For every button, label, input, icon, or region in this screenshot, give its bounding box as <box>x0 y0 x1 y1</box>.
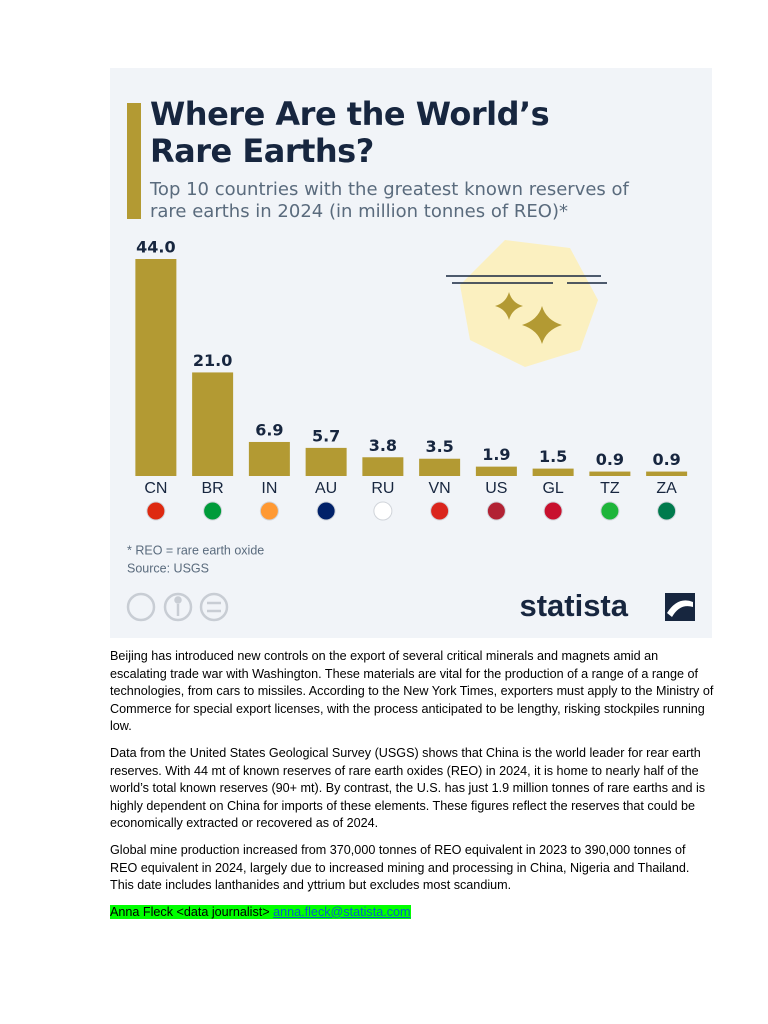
cc-icon <box>126 592 156 622</box>
decoration <box>446 240 607 367</box>
x-tick-label: BR <box>202 480 224 497</box>
bar <box>305 447 347 476</box>
bar <box>192 372 234 476</box>
x-tick-label: CN <box>144 480 167 497</box>
x-tick-label: IN <box>261 480 277 497</box>
x-tick-label: US <box>485 480 507 497</box>
document-body: Beijing has introduced new controls on t… <box>110 648 714 930</box>
flag <box>259 501 279 521</box>
x-tick-label: TZ <box>600 480 620 497</box>
flag <box>203 501 223 521</box>
value-label: 6.9 <box>255 420 283 439</box>
chart-title: Where Are the World’s Rare Earths? <box>150 95 550 170</box>
x-tick-label: ZA <box>656 480 677 497</box>
bar <box>248 441 290 476</box>
paragraph: Data from the United States Geological S… <box>110 745 706 831</box>
chart-subtitle: Top 10 countries with the greatest known… <box>150 179 629 222</box>
x-tick-label: RU <box>371 480 394 497</box>
title-accent <box>127 103 141 219</box>
flag <box>657 501 677 521</box>
nd-icon <box>199 592 229 622</box>
sparkle <box>522 306 562 344</box>
bar <box>419 458 461 476</box>
flag <box>486 501 506 521</box>
bar <box>589 471 631 476</box>
bar <box>646 471 688 476</box>
brand: statista <box>519 588 628 623</box>
value-label: 0.9 <box>652 450 680 469</box>
value-label: 0.9 <box>596 450 624 469</box>
value-label: 3.8 <box>369 436 397 455</box>
logo-wave <box>667 600 693 617</box>
author-line: Anna Fleck <data journalist> anna.fleck@… <box>110 904 714 922</box>
x-tick-label: GL <box>542 480 563 497</box>
email-link[interactable]: anna.fleck@statista.com <box>273 904 411 919</box>
author: Anna Fleck <data journalist> anna.fleck@… <box>110 904 411 919</box>
paragraph: Beijing has introduced new controls on t… <box>110 649 714 734</box>
flag <box>316 501 336 521</box>
footnote: * REO = rare earth oxide <box>127 543 264 557</box>
bar <box>475 466 517 476</box>
license-icons <box>126 592 229 622</box>
blob <box>460 240 598 367</box>
value-label: 1.9 <box>482 445 510 464</box>
chart: * REO = rare earth oxide Source: USGS st… <box>126 238 695 623</box>
flag <box>146 501 166 521</box>
bar <box>362 457 404 476</box>
source: Source: USGS <box>127 561 209 575</box>
brand-logo <box>665 593 695 621</box>
value-label: 1.5 <box>539 447 567 466</box>
value-label: 3.5 <box>425 437 453 456</box>
chart-panel <box>110 68 712 638</box>
flag <box>373 501 393 521</box>
by-icon <box>163 592 193 622</box>
paragraph: Global mine production increased from 37… <box>110 842 690 893</box>
value-label: 44.0 <box>136 238 175 257</box>
value-label: 21.0 <box>193 351 232 370</box>
flag <box>600 501 620 521</box>
x-tick-label: AU <box>315 480 337 497</box>
value-label: 5.7 <box>312 426 340 445</box>
bar <box>532 468 574 476</box>
sparkle <box>495 292 523 320</box>
bar <box>135 259 177 476</box>
x-tick-label: VN <box>429 480 451 497</box>
author-name: Anna Fleck <data journalist> <box>110 904 270 919</box>
flag <box>430 501 450 521</box>
flag <box>543 501 563 521</box>
by-head <box>174 596 182 604</box>
